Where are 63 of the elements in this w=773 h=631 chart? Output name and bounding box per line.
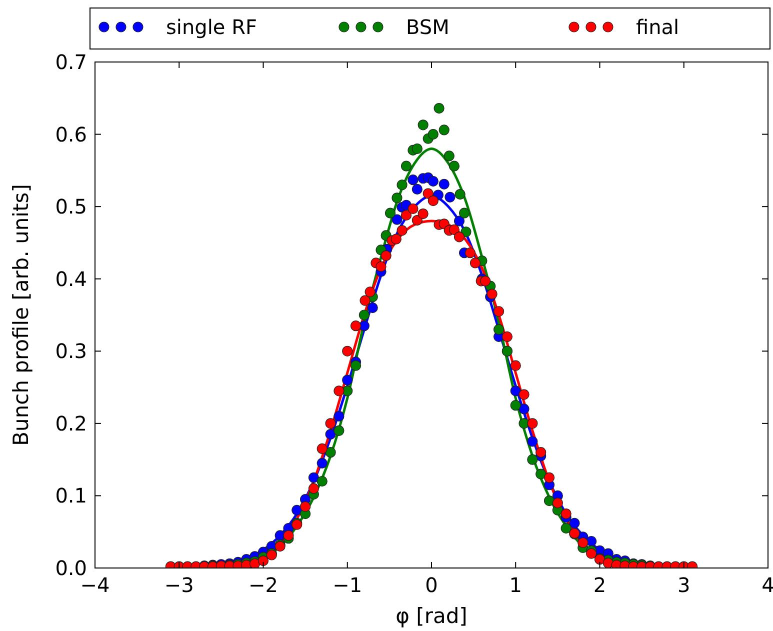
point: [308, 472, 320, 483]
point: [428, 176, 438, 187]
point: [494, 324, 504, 335]
point: [527, 436, 538, 447]
point: [454, 188, 466, 200]
y-axis-title: Bunch profile [arb. units]: [9, 184, 33, 446]
point: [527, 454, 538, 465]
point: [325, 447, 336, 458]
point: [392, 192, 402, 204]
point: [325, 428, 336, 440]
point: [560, 522, 572, 534]
point: [384, 208, 396, 218]
point: [536, 468, 546, 480]
y-tick-label: 0.5: [55, 194, 87, 219]
point: [569, 518, 580, 528]
legend-label: final: [636, 15, 680, 39]
y-tick-label: 0.2: [55, 411, 87, 436]
x-tick-label: 1: [509, 573, 522, 597]
y-tick-label: 0.4: [55, 266, 87, 291]
x-tick-label: −2: [248, 573, 278, 597]
point: [334, 425, 344, 436]
x-tick-label: 0: [425, 573, 438, 597]
legend-label: single RF: [166, 15, 257, 39]
point: [418, 120, 428, 130]
point: [358, 310, 370, 320]
point: [412, 184, 422, 195]
point: [316, 458, 328, 468]
point: [444, 150, 454, 162]
y-tick-label: 0.6: [55, 122, 87, 146]
point: [342, 386, 353, 396]
point: [444, 192, 456, 202]
x-tick-label: −1: [332, 573, 362, 597]
point: [448, 160, 460, 172]
point: [434, 102, 444, 114]
point: [396, 180, 408, 190]
point: [428, 128, 438, 140]
y-tick-label: 0.0: [55, 556, 87, 580]
x-tick-label: 2: [593, 573, 606, 597]
point: [412, 143, 422, 154]
x-tick-label: 4: [762, 573, 773, 597]
point: [510, 386, 521, 396]
point: [367, 302, 378, 314]
y-tick-label: 0.3: [55, 339, 87, 364]
point: [438, 124, 450, 136]
x-tick-label: 3: [678, 573, 690, 597]
point: [459, 208, 470, 218]
point: [454, 216, 465, 226]
point: [544, 495, 555, 506]
point: [510, 400, 521, 411]
y-tick-label: 0.7: [55, 50, 87, 74]
x-axis-title: φ [rad]: [396, 604, 468, 628]
y-tick-label: 0.1: [55, 484, 87, 508]
point: [334, 410, 344, 422]
legend-label: BSM: [406, 15, 450, 39]
point: [400, 160, 412, 172]
point: [342, 374, 353, 386]
point: [316, 476, 328, 487]
point: [408, 174, 418, 186]
point: [518, 404, 530, 414]
point: [350, 360, 362, 371]
point: [392, 214, 402, 225]
x-tick-label: −3: [164, 573, 194, 597]
point: [438, 178, 450, 190]
